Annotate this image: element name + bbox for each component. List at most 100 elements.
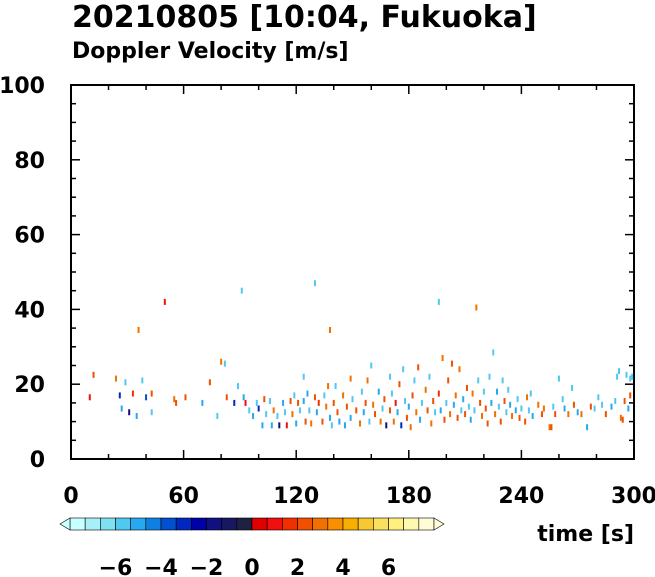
data-point — [351, 396, 354, 403]
data-point — [302, 398, 305, 405]
data-point — [445, 399, 448, 406]
data-point — [120, 405, 123, 412]
data-point — [336, 409, 339, 416]
data-point — [268, 398, 271, 405]
data-point — [464, 411, 467, 418]
data-point — [124, 379, 127, 386]
data-point — [407, 403, 410, 410]
data-point — [349, 414, 352, 421]
data-point — [385, 422, 388, 429]
data-point — [452, 401, 455, 408]
x-tick-label: 60 — [168, 484, 199, 509]
data-point — [175, 399, 178, 406]
colorbar-cell — [418, 517, 435, 531]
axis-ticks: 0 60 120 180 240 300 0 20 40 60 80 100 — [0, 74, 655, 509]
data-point — [325, 403, 328, 410]
colorbar-cell — [297, 517, 313, 531]
data-point — [359, 420, 362, 427]
data-point — [465, 384, 468, 391]
data-point — [377, 388, 380, 395]
chart-subtitle: Doppler Velocity [m/s] — [72, 39, 349, 64]
data-point — [398, 381, 401, 388]
data-point — [327, 383, 330, 390]
data-point — [514, 407, 517, 414]
colorbar-cell — [312, 517, 329, 531]
data-point — [396, 409, 399, 416]
data-point — [531, 412, 534, 419]
data-point — [616, 373, 619, 380]
data-point — [625, 371, 628, 378]
data-point — [629, 375, 632, 382]
data-point — [240, 287, 243, 294]
data-point — [374, 411, 377, 418]
data-point — [349, 375, 352, 382]
data-point — [405, 414, 408, 421]
data-point — [550, 424, 553, 431]
x-tick-label: 0 — [63, 484, 78, 509]
x-tick-label: 120 — [273, 484, 319, 509]
data-point — [285, 422, 288, 429]
colorbar-max-arrow — [433, 517, 445, 531]
data-point — [131, 390, 134, 397]
colorbar-cell — [327, 517, 344, 531]
data-point — [295, 420, 298, 427]
data-point — [537, 401, 540, 408]
data-point — [488, 373, 491, 380]
data-point — [473, 407, 476, 414]
data-point — [509, 401, 512, 408]
x-axis-label: time [s] — [537, 522, 634, 547]
colorbar-cell — [130, 517, 147, 531]
data-point — [503, 398, 506, 405]
colorbar-tick-label: 4 — [335, 556, 350, 577]
colorbar-cell — [100, 517, 116, 531]
colorbar-cell — [403, 517, 420, 531]
data-point — [115, 375, 118, 382]
colorbar: −6 −4 −2 0 2 4 6 — [59, 517, 445, 577]
data-point — [432, 398, 435, 405]
data-point — [225, 394, 228, 401]
data-point — [201, 399, 204, 406]
data-point — [475, 304, 478, 311]
data-point — [278, 422, 281, 429]
data-point — [541, 411, 544, 418]
data-point — [257, 405, 260, 412]
y-tick-label: 100 — [0, 74, 45, 99]
data-point — [417, 364, 420, 371]
data-point — [479, 399, 482, 406]
data-point — [490, 399, 493, 406]
data-point — [629, 392, 632, 399]
data-point — [321, 418, 324, 425]
data-point — [128, 409, 131, 416]
data-point — [542, 405, 545, 412]
data-point — [302, 373, 305, 380]
data-point — [511, 412, 514, 419]
data-point — [255, 399, 258, 406]
data-point — [572, 401, 575, 408]
colorbar-cell — [145, 517, 162, 531]
x-tick-label: 180 — [386, 484, 432, 509]
data-point — [456, 414, 459, 421]
data-point — [567, 411, 570, 418]
data-point — [571, 384, 574, 391]
data-point — [601, 401, 604, 408]
data-point — [328, 326, 331, 333]
data-point — [482, 388, 485, 395]
data-point — [527, 407, 530, 414]
data-point — [263, 396, 266, 403]
data-point — [409, 424, 412, 431]
data-point — [315, 409, 318, 416]
data-point — [507, 386, 510, 393]
data-point — [342, 392, 345, 399]
data-point — [244, 399, 247, 406]
data-point — [484, 405, 487, 412]
data-point — [430, 420, 433, 427]
data-point — [631, 373, 634, 380]
data-point — [317, 399, 320, 406]
colorbar-min-arrow — [59, 517, 71, 531]
data-point — [242, 394, 245, 401]
data-point — [404, 398, 407, 405]
data-point — [270, 422, 273, 429]
data-point — [447, 377, 450, 384]
data-point — [552, 403, 555, 410]
data-point — [454, 392, 457, 399]
